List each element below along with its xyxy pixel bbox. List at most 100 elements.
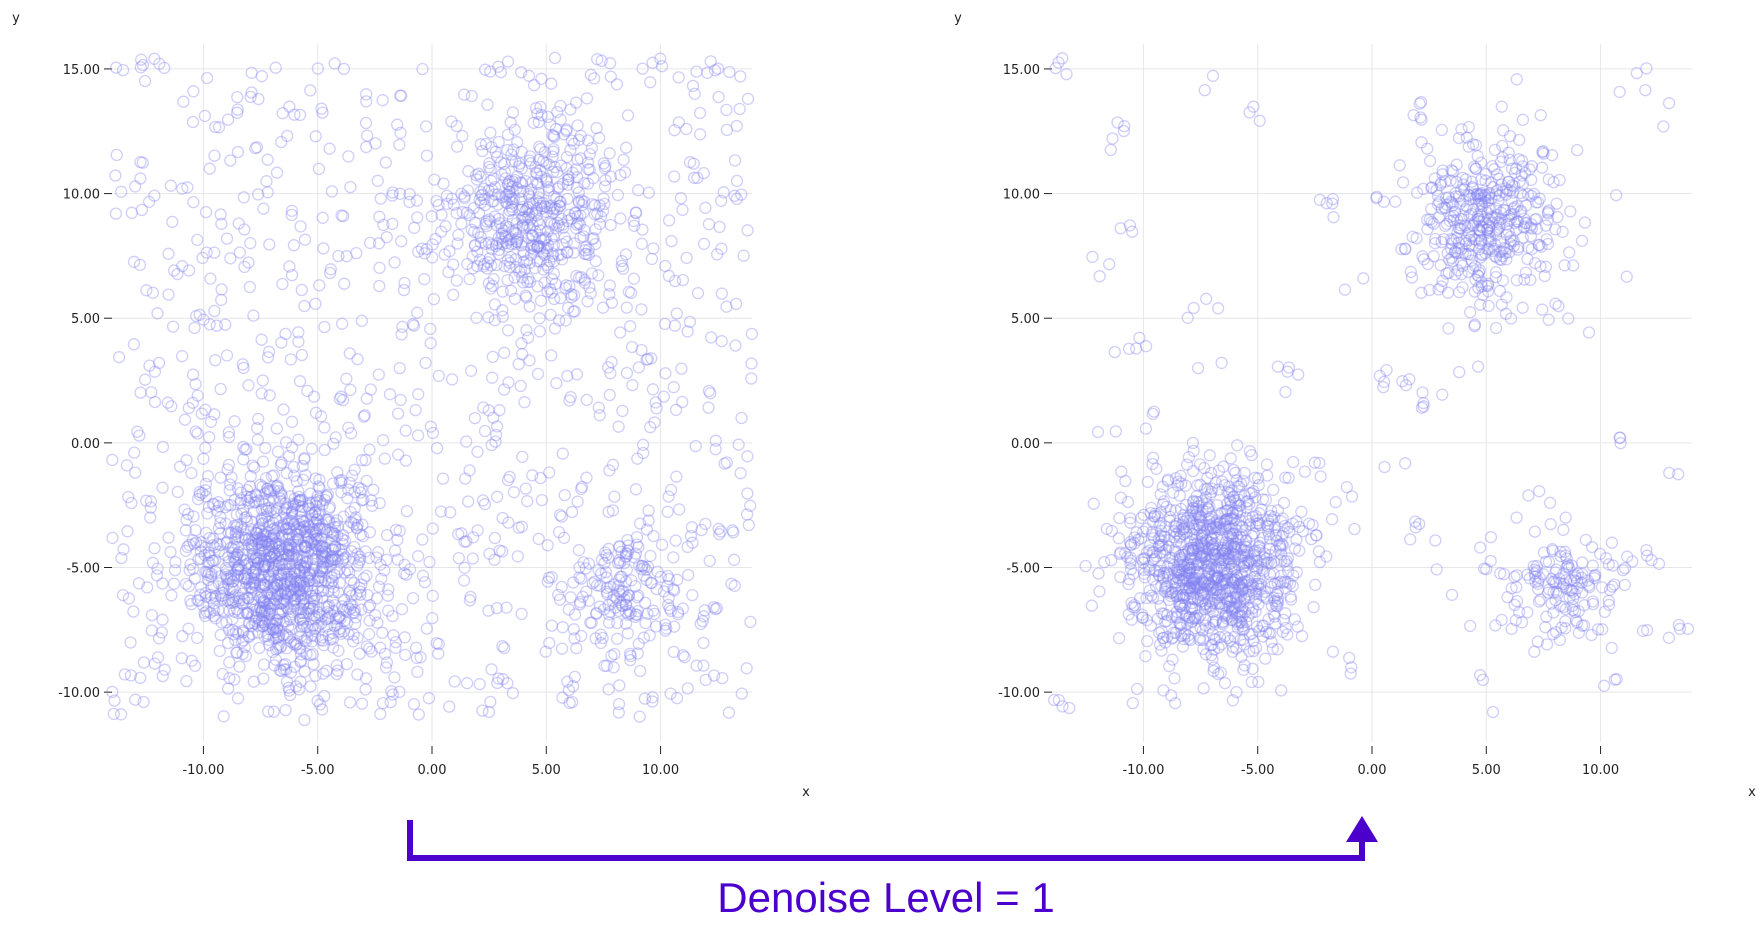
scatter-point (1210, 518, 1223, 531)
scatter-point (363, 642, 376, 655)
scatter-point (1279, 607, 1292, 620)
scatter-point (266, 565, 280, 578)
scatter-point (562, 173, 575, 187)
scatter-point (180, 454, 193, 467)
scatter-point (212, 545, 225, 558)
scatter-point (1240, 533, 1253, 547)
scatter-point (637, 569, 651, 582)
scatter-point (311, 694, 324, 707)
scatter-point (250, 611, 263, 624)
scatter-point (248, 617, 261, 630)
scatter-point (301, 499, 315, 513)
scatter-point (624, 320, 637, 333)
scatter-point (1184, 561, 1197, 575)
scatter-point (1192, 509, 1206, 522)
scatter-point (394, 89, 407, 102)
scatter-point (1456, 259, 1469, 273)
scatter-point (633, 710, 646, 723)
scatter-point (505, 200, 518, 213)
scatter-point (1188, 573, 1201, 586)
scatter-point (192, 594, 205, 607)
scatter-point (1271, 592, 1285, 605)
scatter-point (1114, 222, 1127, 235)
scatter-point (1205, 532, 1219, 545)
scatter-point (485, 183, 499, 196)
scatter-point (374, 707, 387, 721)
scatter-point (1200, 579, 1214, 593)
scatter-point (245, 490, 258, 503)
scatter-point (1534, 593, 1547, 606)
scatter-point (1225, 512, 1239, 525)
scatter-point (295, 348, 309, 362)
scatter-point (1453, 286, 1466, 299)
scatter-point (1501, 184, 1514, 197)
scatter-point (259, 441, 272, 455)
scatter-point (1205, 485, 1218, 499)
scatter-point (613, 556, 627, 569)
scatter-point (1136, 611, 1149, 624)
scatter-point (324, 551, 338, 564)
scatter-point (1186, 528, 1199, 541)
scatter-point (1245, 627, 1258, 640)
scatter-point (264, 570, 277, 584)
scatter-point (562, 603, 575, 616)
scatter-point (1455, 243, 1468, 256)
scatter-point (1176, 555, 1190, 568)
scatter-point (1137, 567, 1151, 580)
scatter-point (537, 155, 550, 168)
scatter-point (1245, 487, 1258, 500)
scatter-point (246, 592, 260, 606)
scatter-point (632, 589, 645, 602)
scatter-point (206, 539, 220, 552)
scatter-point (1218, 517, 1231, 530)
scatter-point (615, 599, 628, 612)
scatter-point (1505, 162, 1519, 175)
scatter-point (1126, 600, 1139, 614)
scatter-point (220, 536, 233, 550)
scatter-point (279, 628, 292, 641)
scatter-point (1425, 181, 1438, 195)
scatter-point (456, 206, 469, 219)
scatter-point (593, 409, 606, 422)
scatter-point (482, 213, 496, 226)
scatter-point (545, 286, 558, 299)
scatter-point (209, 565, 222, 578)
scatter-point (1161, 474, 1174, 488)
scatter-point (1518, 273, 1531, 286)
scatter-point (1657, 120, 1670, 133)
scatter-point (1192, 539, 1205, 553)
scatter-point (1215, 638, 1228, 651)
scatter-point (565, 212, 578, 225)
scatter-point (242, 617, 256, 630)
scatter-point (298, 539, 312, 553)
scatter-point (680, 251, 693, 265)
scatter-point (302, 544, 315, 557)
scatter-point (229, 553, 242, 567)
scatter-point (1125, 596, 1138, 610)
scatter-point (553, 195, 566, 208)
scatter-point (1293, 520, 1306, 534)
scatter-point (1146, 546, 1159, 559)
scatter-point (1191, 612, 1205, 625)
scatter-point (1557, 523, 1570, 536)
scatter-point (1235, 584, 1249, 597)
scatter-point (1161, 630, 1174, 644)
scatter-point (655, 538, 669, 551)
scatter-point (598, 162, 612, 175)
scatter-point (1442, 322, 1455, 335)
scatter-point (629, 610, 642, 624)
scatter-point (1207, 586, 1220, 599)
scatter-point (702, 384, 716, 398)
scatter-point (283, 260, 296, 273)
scatter-point (303, 520, 316, 534)
scatter-point (1169, 697, 1182, 710)
scatter-point (228, 415, 241, 428)
scatter-point (1167, 572, 1180, 586)
scatter-point (1182, 566, 1196, 580)
scatter-point (621, 547, 634, 561)
scatter-point (268, 484, 281, 497)
scatter-point (1273, 538, 1286, 552)
scatter-point (573, 561, 586, 574)
